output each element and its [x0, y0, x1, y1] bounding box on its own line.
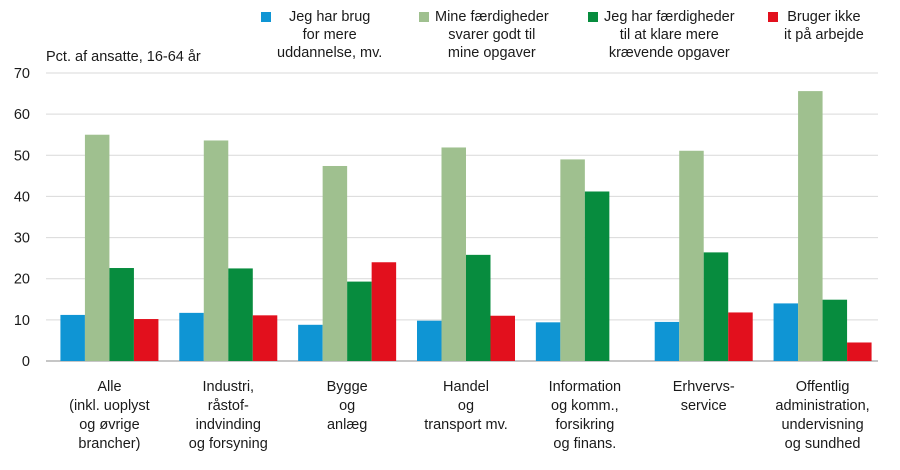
x-tick-label: Bygge og anlæg: [327, 379, 368, 433]
x-axis-labels: Alle (inkl. uoplyst og øvrige brancher) Indu…: [69, 379, 870, 452]
x-tick-label: Handel og transport mv.: [424, 379, 508, 433]
bar: [560, 159, 585, 361]
bar: [298, 324, 323, 361]
legend: Jeg har brug for mere uddannelse, mv. Mi…: [0, 8, 900, 68]
legend-swatch-red: [768, 12, 778, 22]
bar: [535, 322, 561, 361]
bar: [466, 254, 491, 361]
y-tick-label: 10: [14, 313, 30, 329]
x-tick-label: Offentlig administration, undervisning og s…: [775, 379, 869, 452]
bar: [84, 134, 110, 361]
y-axis-label: Pct. af ansatte, 16-64 år: [46, 49, 201, 65]
y-tick-label: 30: [14, 231, 30, 247]
bar: [773, 303, 799, 361]
bar: [703, 252, 729, 361]
bar: [322, 165, 348, 361]
y-tick-label: 0: [22, 354, 30, 370]
legend-swatch-dark-green: [588, 12, 598, 22]
bar: [654, 321, 680, 361]
bar: [679, 150, 704, 361]
bar: [179, 312, 204, 361]
bar: [584, 191, 610, 361]
bar: [133, 319, 159, 361]
bar: [798, 91, 823, 362]
legend-item-no-it-use: Bruger ikke it på arbejde: [768, 8, 864, 44]
bar: [203, 140, 229, 361]
bar: [441, 147, 466, 361]
y-tick-label: 60: [14, 107, 30, 123]
legend-swatch-blue: [261, 12, 271, 22]
bar: [109, 268, 134, 361]
bar: [228, 268, 253, 361]
bar: [847, 342, 872, 361]
bar: [60, 314, 85, 361]
bar: [822, 299, 848, 361]
legend-swatch-light-green: [419, 12, 429, 22]
x-tick-label: Industri, råstof-indvinding og forsyning: [189, 379, 268, 452]
legend-label: Mine færdigheder svarer godt til mine op…: [435, 9, 549, 61]
y-tick-label: 20: [14, 272, 30, 288]
legend-label: Jeg har færdigheder til at klare mere kr…: [604, 9, 735, 61]
bar: [252, 315, 278, 361]
x-tick-label: Information og komm., forsikring og finans.: [549, 379, 622, 452]
bar: [347, 281, 372, 361]
bar: [490, 315, 515, 361]
bar: [371, 262, 397, 361]
legend-item-skills-match: Mine færdigheder svarer godt til mine op…: [419, 8, 549, 62]
bar: [417, 320, 442, 361]
y-tick-label: 40: [14, 189, 30, 205]
y-tick-label: 50: [14, 148, 30, 164]
y-tick-label: 70: [14, 66, 30, 82]
legend-label: Bruger ikke it på arbejde: [784, 9, 864, 43]
x-tick-label: Erhvervs-service: [673, 379, 735, 414]
y-axis-ticks: 0 10 20 30 40 50 60 70: [14, 66, 30, 370]
bar: [728, 312, 753, 361]
legend-item-more-education: Jeg har brug for mere uddannelse, mv.: [261, 8, 382, 62]
x-tick-label: Alle (inkl. uoplyst og øvrige brancher): [69, 379, 150, 452]
bars: [60, 91, 872, 362]
legend-item-skills-exceed: Jeg har færdigheder til at klare mere kr…: [588, 8, 735, 62]
legend-label: Jeg har brug for mere uddannelse, mv.: [277, 9, 383, 61]
